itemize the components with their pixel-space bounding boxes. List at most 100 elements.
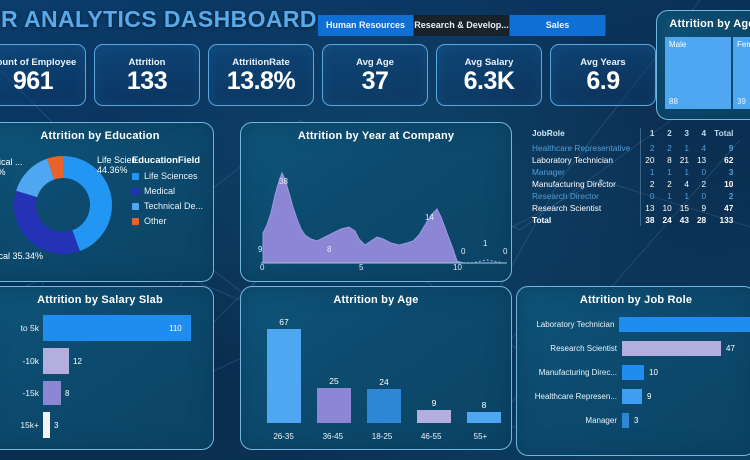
row-label: Research Scientist [532, 203, 602, 213]
treemap-tile-female[interactable]: Fem 39 [733, 37, 750, 109]
legend-item-life-sciences[interactable]: Life Sciences [131, 171, 203, 181]
bar-fill [43, 315, 191, 341]
treemap-tile-label: Male [669, 40, 687, 49]
x-tick-5: 5 [359, 263, 364, 272]
bar-fill [622, 365, 644, 380]
department-tabs[interactable]: Human Resources Research & Develop... Sa… [318, 15, 606, 36]
panel-title: Attrition by Salary Slab [37, 294, 163, 306]
bar-column-18-25[interactable]: 24 [367, 377, 401, 423]
jobrole-matrix-table[interactable]: JobRole 1 2 3 4 Total Healthcare Represe… [528, 128, 737, 226]
cell: 2 [701, 179, 707, 189]
legend-label: Technical De... [143, 201, 203, 211]
column-header-1[interactable]: 1 [640, 128, 659, 142]
bar-value: 12 [73, 356, 82, 366]
bar-row-research-scientist[interactable]: Research Scientist 47 [517, 341, 750, 356]
table-row[interactable]: Manager 1 1 1 0 3 [528, 166, 737, 178]
bar-row-15k-plus[interactable]: 15k+ 3 [0, 412, 213, 438]
kpi-card-count-of-employee[interactable]: Count of Employee 961 [0, 44, 86, 106]
cell: 10 [662, 203, 672, 213]
column-header-total[interactable]: Total [714, 128, 734, 138]
kpi-card-avg-salary[interactable]: Avg Salary 6.3K [436, 44, 542, 106]
tab-research-development[interactable]: Research & Develop... [414, 15, 510, 36]
table-row[interactable]: Healthcare Representative 2 2 1 4 9 [528, 142, 737, 154]
cell: 1 [684, 143, 689, 153]
cell: 13 [640, 202, 659, 214]
bar-fill [317, 388, 351, 423]
tab-human-resources[interactable]: Human Resources [318, 15, 414, 36]
cell: 1 [667, 167, 672, 177]
column-header-2[interactable]: 2 [667, 128, 672, 138]
age-bar-chart[interactable]: 67 25 24 9 8 [267, 317, 501, 423]
education-legend: EducationField Life Sciences Medical Tec… [131, 155, 203, 231]
legend-label: Other [143, 216, 167, 226]
table-row[interactable]: Laboratory Technician 20 8 21 13 62 [528, 154, 737, 166]
bar-value: 8 [481, 400, 487, 410]
x-tick-label: 26-35 [273, 432, 294, 441]
kpi-label: AttritionRate [232, 56, 290, 68]
bar-value: 67 [279, 317, 289, 327]
bar-column-36-45[interactable]: 25 [317, 376, 351, 423]
panel-title: Attrition by Age [333, 294, 419, 306]
cell: 20 [640, 154, 659, 166]
cell: 8 [667, 155, 672, 165]
bar-fill [622, 341, 721, 356]
cell: 4 [684, 179, 689, 189]
table-row[interactable]: Research Director 0 1 1 0 2 [528, 190, 737, 202]
bar-fill [43, 412, 50, 438]
cell-total: 133 [719, 215, 734, 225]
bar-category-label: 15k+ [20, 420, 39, 430]
bar-value: 25 [329, 376, 339, 386]
legend-item-medical[interactable]: Medical [131, 186, 203, 196]
tab-sales[interactable]: Sales [510, 15, 606, 36]
bar-column-55-plus[interactable]: 8 [467, 400, 501, 423]
area-label-mid: 8 [327, 245, 332, 254]
bar-row-10k-15k[interactable]: -15k 8 [0, 381, 213, 405]
salary-bar-chart[interactable]: to 5k 110 -10k 12 -15k 8 15k+ 3 [0, 315, 213, 445]
bar-row-laboratory-technician[interactable]: Laboratory Technician [517, 317, 750, 332]
treemap-tile-male[interactable]: Male 88 [665, 37, 731, 109]
bar-row-healthcare-representative[interactable]: Healthcare Represen... 9 [517, 389, 750, 404]
column-header-3[interactable]: 3 [684, 128, 689, 138]
education-donut-panel: Attrition by Education Technical ... 15.… [0, 122, 214, 282]
kpi-card-attrition[interactable]: Attrition 133 [94, 44, 200, 106]
area-label-one: 1 [483, 239, 488, 248]
treemap-tile-value: 39 [737, 97, 746, 106]
kpi-value: 6.3K [463, 66, 515, 95]
kpi-card-attrition-rate[interactable]: AttritionRate 13.8% [208, 44, 314, 106]
treemap-tile-label: Fem [737, 40, 750, 49]
legend-swatch-icon [131, 217, 139, 225]
cell: 2 [640, 142, 659, 154]
jobrole-bar-chart[interactable]: Laboratory Technician Research Scientist… [517, 317, 750, 437]
x-tick-label: 55+ [473, 432, 488, 441]
area-chart[interactable] [241, 145, 511, 275]
bar-fill [622, 413, 629, 428]
legend-label: Life Sciences [143, 171, 198, 181]
legend-item-other[interactable]: Other [131, 216, 203, 226]
legend-item-technical-degree[interactable]: Technical De... [131, 201, 203, 211]
donut-chart[interactable] [9, 151, 117, 259]
bar-fill [417, 410, 451, 423]
bar-category-label: to 5k [20, 323, 39, 333]
area-label-start: 9 [258, 245, 263, 254]
table-row[interactable]: Research Scientist 13 10 15 9 47 [528, 202, 737, 214]
column-header-jobrole[interactable]: JobRole [532, 128, 565, 138]
bar-value: 9 [431, 398, 437, 408]
bar-row-manager[interactable]: Manager 3 [517, 413, 750, 428]
cell: 21 [679, 155, 689, 165]
kpi-card-row: Count of Employee 961 Attrition 133 Attr… [0, 44, 656, 106]
kpi-card-avg-age[interactable]: Avg Age 37 [322, 44, 428, 106]
bar-column-46-55[interactable]: 9 [417, 398, 451, 423]
bar-fill [467, 412, 501, 423]
bar-row-manufacturing-director[interactable]: Manufacturing Direc... 10 [517, 365, 750, 380]
bar-fill [622, 389, 642, 404]
jobrole-bar-panel: Attrition by Job Role Laboratory Technic… [516, 286, 750, 456]
row-label: Research Director [532, 191, 599, 201]
row-label: Laboratory Technician [532, 155, 614, 165]
bar-column-26-35[interactable]: 67 [267, 317, 301, 423]
bar-row-upto-5k[interactable]: to 5k 110 [0, 315, 213, 341]
column-header-4[interactable]: 4 [701, 128, 707, 138]
kpi-card-avg-years[interactable]: Avg Years 6.9 [550, 44, 656, 106]
bar-row-5k-10k[interactable]: -10k 12 [0, 348, 213, 374]
callout-value: 15.04% [0, 167, 6, 177]
table-row[interactable]: Manufacturing Director 2 2 4 2 10 [528, 178, 737, 190]
